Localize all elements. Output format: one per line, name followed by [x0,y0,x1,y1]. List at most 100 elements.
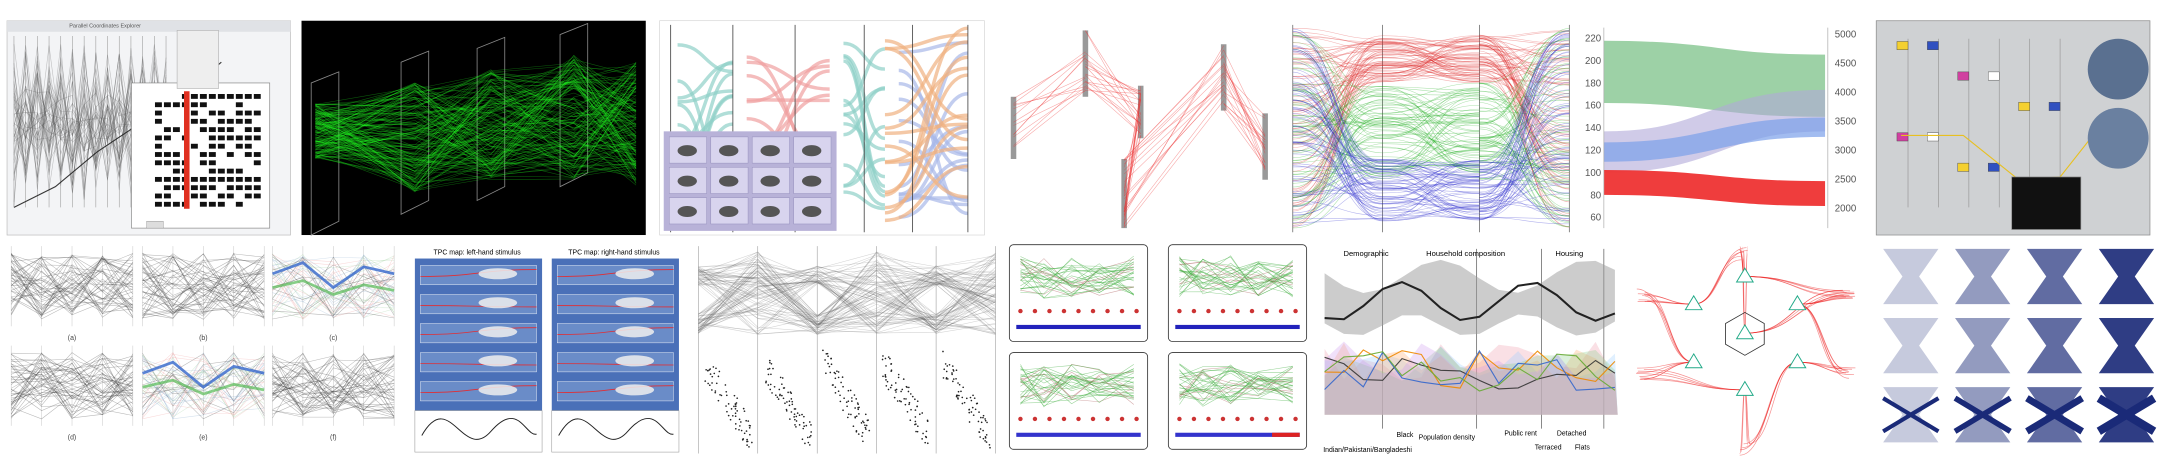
poly-line [10,254,133,301]
curve-line [677,89,733,104]
cell [235,102,243,108]
poly-line [272,361,395,390]
curve-line [1382,104,1480,136]
poly-line [142,279,265,318]
curve-line [1292,186,1383,227]
red-line [1085,87,1141,106]
curve-line [1382,39,1480,68]
poly-line [142,358,265,411]
scatter-dot [806,436,809,439]
poly-line [315,98,637,172]
poly-line [315,71,637,171]
scatter-dot [725,405,727,407]
poly-line [272,254,395,318]
dot [1032,416,1038,422]
curve-line [1479,43,1570,220]
curve-line [1479,131,1570,147]
poly-line [11,270,134,317]
curve-line [1382,90,1480,123]
curve-line [1479,153,1570,169]
curve-line [1382,86,1480,91]
curve-line [1479,46,1570,170]
poly-line [142,354,265,418]
poly-line [698,261,996,319]
poly-line [1020,372,1134,393]
scatter-dot [742,407,745,410]
curve-line [884,164,968,223]
poly-line [142,252,265,310]
curve-line [1292,35,1383,115]
curve-line [1292,36,1383,51]
poly-line [315,97,637,165]
curve-line [1292,48,1383,86]
curve-line [1479,41,1570,153]
curve-line [1479,152,1570,201]
scatter-dot [738,418,741,421]
cell [163,201,171,207]
scatter-dot [849,389,852,392]
scatter-dot [887,388,890,391]
cell [172,185,180,191]
poly-line [315,108,637,182]
curve-line [1292,126,1383,191]
curve-line [884,146,968,165]
curve-line [1292,176,1383,216]
bar-strip [1175,432,1300,437]
curve-line [1479,95,1570,222]
curve-line [1382,41,1480,48]
curve-line [1479,49,1570,51]
curve-line [1292,119,1383,148]
curve-line [1292,76,1383,200]
poly-line [11,376,133,399]
poly-line [1020,276,1134,290]
curve-line [1382,123,1480,155]
cell [244,143,252,149]
poly-line [1179,378,1293,404]
poly-line [11,261,133,316]
scatter-dot [786,401,788,403]
poly-line [315,85,637,134]
curve-line [1382,167,1480,209]
curve-line [1382,201,1480,214]
poly-line [1020,281,1134,295]
dot [1119,416,1125,422]
curve-line [1636,361,1694,374]
curve-line [1382,70,1480,75]
curve-line [884,66,968,130]
curve-line [1479,45,1570,147]
poly-line [698,279,996,326]
poly-line [272,355,395,415]
red-line [1123,98,1141,212]
scatter-dot [988,444,991,446]
scatter-dot [914,416,917,418]
curve-line [1797,303,1850,372]
poly-line [142,368,265,390]
poly-line [11,259,133,304]
curve-line [1382,61,1480,65]
scatter-dot [765,380,767,383]
panel-label: (c) [329,335,337,342]
poly-line [142,287,265,316]
poly-line [10,262,134,320]
curve-line [884,144,968,199]
curve-line [1292,143,1383,219]
cell [208,201,216,207]
poly-line [11,352,134,396]
curve-line [1479,44,1570,60]
curve-line [1643,369,1745,391]
curve-line [1636,373,1745,391]
poly-line [142,264,265,314]
red-line [1013,86,1086,106]
scatter-dot [734,412,737,415]
curve-line [1292,94,1383,152]
scatter-dot [790,411,793,413]
poly-line [142,266,265,316]
poly-line [11,358,133,414]
poly-line [11,364,134,398]
scatter-dot [842,385,844,388]
cross [1953,395,2012,434]
scatter-dot [808,421,811,423]
scatter-dot [790,398,793,400]
poly-line [11,257,134,310]
poly-line [315,102,637,164]
